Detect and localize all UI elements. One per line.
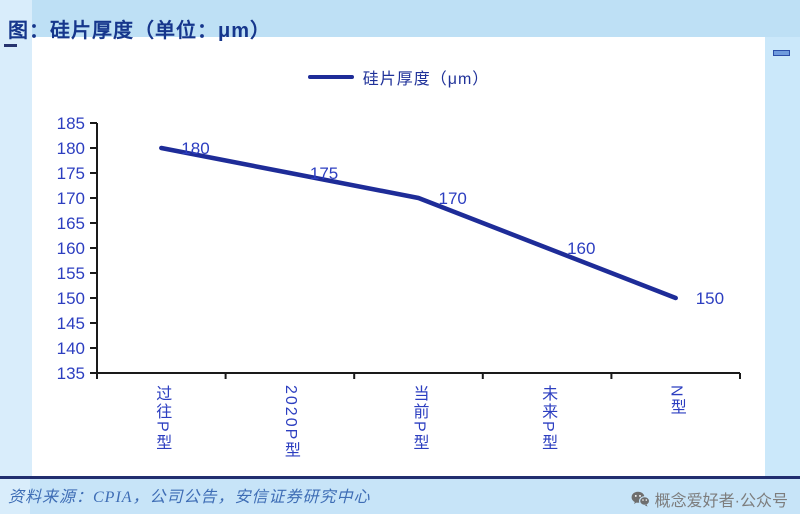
data-label: 160	[567, 239, 595, 258]
wechat-icon	[631, 491, 650, 507]
y-tick-label: 175	[57, 164, 85, 183]
data-label: 150	[696, 289, 724, 308]
y-tick-label: 170	[57, 189, 85, 208]
watermark: 概念爱好者·公众号	[631, 487, 788, 511]
right-margin-strip	[765, 37, 800, 479]
footer-band	[30, 479, 800, 514]
y-tick-label: 150	[57, 289, 85, 308]
watermark-text: 概念爱好者·公众号	[654, 493, 788, 510]
y-tick-label: 165	[57, 214, 85, 233]
legend-label: 硅片厚度（μm）	[362, 71, 490, 88]
decor-dash-right	[773, 50, 790, 56]
y-tick-label: 155	[57, 264, 85, 283]
legend-line-swatch	[307, 75, 354, 79]
y-tick-label: 160	[57, 239, 85, 258]
page-title: 图：硅片厚度（单位：μm）	[8, 20, 272, 42]
left-margin-strip	[0, 0, 32, 514]
title-band	[32, 0, 800, 37]
footer-separator-line	[0, 476, 800, 479]
data-label: 180	[181, 139, 209, 158]
line-chart-plot: 135 140 145 150 155 160 165 170 175 180 185 180 175 1…	[57, 114, 741, 383]
data-label: 170	[439, 189, 467, 208]
chart-card: 135 140 145 150 155 160 165 170 175 180 185 180 175 1…	[32, 37, 765, 476]
y-tick-label: 145	[57, 314, 85, 333]
chart-legend: 硅片厚度（μm）	[32, 65, 765, 89]
decor-dash-left	[4, 44, 17, 47]
y-tick-label: 185	[57, 114, 85, 133]
y-tick-label: 135	[57, 364, 85, 383]
y-tick-label: 140	[57, 339, 85, 358]
y-tick-label: 180	[57, 139, 85, 158]
data-label: 175	[310, 164, 338, 183]
series-line	[159, 145, 678, 301]
source-note: 资料来源：CPIA，公司公告，安信证券研究中心	[8, 489, 371, 506]
